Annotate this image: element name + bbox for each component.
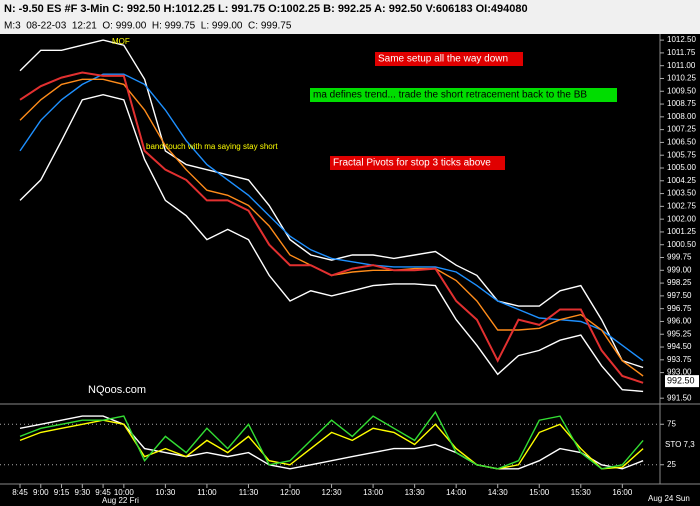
annotation: Same setup all the way down (378, 54, 508, 65)
series-line (19, 93, 644, 393)
series-line (19, 73, 644, 362)
y-tick-label: 997.50 (667, 291, 692, 300)
x-tick-label: 13:30 (405, 488, 426, 497)
annotation-box (375, 52, 523, 66)
annotation: band touch with ma saying stay short (146, 142, 278, 151)
y-tick-label: 995.25 (667, 329, 692, 338)
y-tick-label: 25 (667, 460, 676, 469)
annotation-box (310, 88, 617, 102)
x-tick-label: 14:00 (446, 488, 467, 497)
x-tick-label: 15:30 (571, 488, 592, 497)
y-tick-label: 1005.75 (667, 150, 696, 159)
x-tick-label: 9:30 (75, 488, 91, 497)
y-tick-label: 996.00 (667, 317, 692, 326)
x-tick-label: 14:30 (488, 488, 509, 497)
y-tick-label: 1000.50 (667, 240, 696, 249)
x-tick-label: 12:00 (280, 488, 301, 497)
y-tick-label: 999.00 (667, 265, 692, 274)
x-tick-label: 9:15 (54, 488, 70, 497)
y-tick-label: 1006.50 (667, 138, 696, 147)
bar-line: M:3 08-22-03 12:21 O: 999.00 H: 999.75 L… (4, 21, 292, 32)
y-tick-label: 1008.00 (667, 112, 696, 121)
y-tick-label: 1003.50 (667, 189, 696, 198)
y-tick-label: 1010.25 (667, 74, 696, 83)
y-tick-label: 1012.50 (667, 35, 696, 44)
annotation-box (330, 156, 505, 170)
y-tick-label: 993.75 (667, 355, 692, 364)
annotation: ma defines trend... trade the short retr… (313, 90, 587, 101)
x-tick-label: 12:30 (322, 488, 343, 497)
x-tick-label: 10:30 (155, 488, 176, 497)
y-tick-label: 1009.50 (667, 86, 696, 95)
x-tick-label: 13:00 (363, 488, 384, 497)
y-tick-label: 1002.00 (667, 214, 696, 223)
y-tick-label: 1005.00 (667, 163, 696, 172)
annotation: Fractal Pivots for stop 3 ticks above (333, 158, 491, 169)
annotation: MOF (112, 37, 130, 46)
y-tick-label: 993.00 (667, 368, 692, 377)
x-tick-label: 9:45 (95, 488, 111, 497)
x-tick-label: 11:00 (197, 488, 217, 497)
current-price-box (665, 375, 699, 388)
x-tick-label: 10:00 (114, 488, 135, 497)
y-tick-label: 1004.25 (667, 176, 696, 185)
x-tick-label: 15:00 (529, 488, 550, 497)
y-tick-label: 1008.75 (667, 99, 696, 108)
watermark: NQoos.com (88, 384, 146, 396)
series-line (19, 71, 644, 384)
y-tick-label: 999.75 (667, 253, 692, 262)
x-tick-label: 16:00 (612, 488, 633, 497)
y-tick-label: 1011.75 (667, 48, 696, 57)
date-label: Aug 22 Fri (102, 496, 139, 505)
x-tick-label: 11:30 (239, 488, 259, 497)
series-line (19, 410, 644, 470)
y-tick-label: 996.75 (667, 304, 692, 313)
y-tick-label: 994.50 (667, 342, 692, 351)
y-tick-label: 1007.25 (667, 125, 696, 134)
y-tick-label: 1001.25 (667, 227, 696, 236)
x-tick-label: 9:00 (33, 488, 49, 497)
x-tick-label: 8:45 (12, 488, 28, 497)
y-tick-label: 1002.75 (667, 201, 696, 210)
header-bar (0, 0, 700, 34)
panel-label: STO 7,3 (665, 440, 695, 449)
series-line (19, 419, 644, 470)
current-price-label: 992.50 (667, 376, 695, 386)
y-tick-label: 991.50 (667, 393, 692, 402)
quote-line: N: -9.50 ES #F 3-Min C: 992.50 H:1012.25… (4, 3, 528, 15)
series-line (19, 39, 644, 369)
y-tick-label: 75 (667, 419, 676, 428)
y-tick-label: 998.25 (667, 278, 692, 287)
date-label: Aug 24 Sun (648, 494, 690, 503)
y-tick-label: 1011.00 (667, 61, 696, 70)
